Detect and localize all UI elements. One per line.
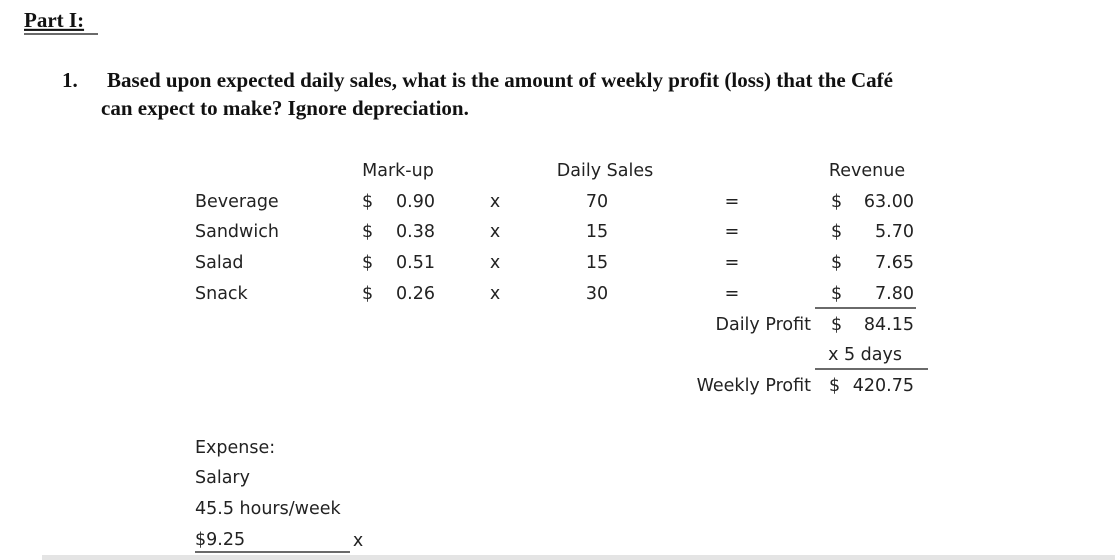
question-text: Based upon expected daily sales, what is… <box>107 68 893 92</box>
times-sign: x <box>490 284 500 304</box>
item-name: Snack <box>195 284 249 304</box>
column-header: Daily Sales <box>557 161 653 181</box>
currency-symbol: $ <box>831 253 842 273</box>
daily-sales: 15 <box>586 222 608 242</box>
daily-profit-amount: 84.15 <box>864 315 914 335</box>
daily-profit-label: Daily Profit <box>716 315 812 335</box>
times-sign: x <box>490 192 500 212</box>
currency-symbol: $ <box>831 192 842 212</box>
currency-symbol: $ <box>831 315 842 335</box>
revenue-amount: 7.65 <box>875 253 914 273</box>
column-header: Revenue <box>829 161 905 181</box>
daily-sales: 70 <box>586 192 608 212</box>
item-name: Sandwich <box>195 222 279 242</box>
markup-amount: 0.26 <box>396 284 435 304</box>
revenue-amount: 63.00 <box>864 192 914 212</box>
currency-symbol: $ <box>831 284 842 304</box>
revenue-amount: 7.80 <box>875 284 914 304</box>
equals-sign: = <box>725 222 740 242</box>
equals-sign: = <box>725 284 740 304</box>
currency-symbol: $ <box>829 376 840 396</box>
expense-line: Salary <box>195 468 250 488</box>
currency-symbol: $ <box>362 253 373 273</box>
expense-line: Expense: <box>195 438 275 458</box>
daily-sales: 15 <box>586 253 608 273</box>
item-name: Beverage <box>195 192 279 212</box>
times-sign: x <box>490 222 500 242</box>
markup-amount: 0.90 <box>396 192 435 212</box>
currency-symbol: $ <box>362 192 373 212</box>
question-number: 1. <box>62 68 78 92</box>
currency-symbol: $ <box>362 284 373 304</box>
multiplier: x 5 days <box>828 345 902 365</box>
currency-symbol: $ <box>362 222 373 242</box>
currency-symbol: $ <box>831 222 842 242</box>
times-sign: x <box>353 531 363 551</box>
expense-line: $9.25 <box>195 530 245 550</box>
weekly-profit-amount: 420.75 <box>853 376 914 396</box>
weekly-profit-label: Weekly Profit <box>697 376 812 396</box>
daily-sales: 30 <box>586 284 608 304</box>
revenue-amount: 5.70 <box>875 222 914 242</box>
markup-amount: 0.38 <box>396 222 435 242</box>
times-sign: x <box>490 253 500 273</box>
question-text: can expect to make? Ignore depreciation. <box>101 96 469 120</box>
expense-line: 45.5 hours/week <box>195 499 341 519</box>
part-heading: Part I: <box>24 8 84 32</box>
column-header: Mark-up <box>362 161 434 181</box>
equals-sign: = <box>725 253 740 273</box>
scroll-edge <box>42 555 1115 560</box>
equals-sign: = <box>725 192 740 212</box>
item-name: Salad <box>195 253 244 273</box>
markup-amount: 0.51 <box>396 253 435 273</box>
